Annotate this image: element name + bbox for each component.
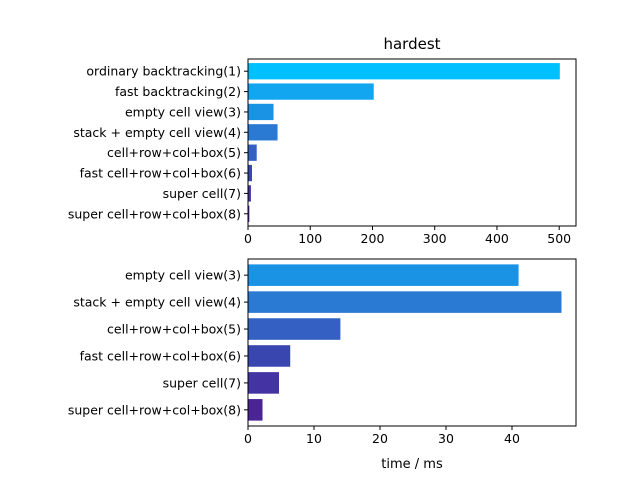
category-label: empty cell view(3) (125, 104, 241, 119)
bar (248, 144, 257, 161)
x-tick-label: 200 (361, 231, 385, 246)
bar (248, 205, 250, 222)
category-label: empty cell view(3) (125, 268, 241, 283)
top-chart-panel: ordinary backtracking(1) fast backtrackin… (68, 35, 577, 246)
axes-frame (247, 258, 577, 427)
category-label: super cell+row+col+box(8) (68, 206, 241, 221)
category-label: super cell(7) (163, 375, 241, 390)
bar (248, 63, 560, 80)
x-tick-label: 20 (372, 431, 388, 446)
x-tick-label: 400 (485, 231, 509, 246)
category-label: super cell+row+col+box(8) (68, 402, 241, 417)
x-tick-label: 40 (504, 431, 520, 446)
bar (248, 103, 274, 121)
category-label: fast backtracking(2) (115, 84, 241, 99)
axes-frame (247, 58, 577, 227)
bar (248, 345, 291, 367)
category-label: fast cell+row+col+box(6) (80, 166, 241, 181)
x-tick-label: 0 (244, 231, 252, 246)
bar (248, 264, 519, 286)
x-axis-label: time / ms (381, 457, 443, 472)
bar (248, 291, 562, 313)
bottom-chart-panel: empty cell view(3) stack + empty cell vie… (68, 258, 577, 472)
x-tick-label: 30 (438, 431, 454, 446)
bar (248, 124, 278, 141)
x-tick-label: 100 (298, 231, 322, 246)
category-label: stack + empty cell view(4) (73, 295, 241, 310)
category-label: ordinary backtracking(1) (86, 64, 241, 79)
x-tick-label: 0 (244, 431, 252, 446)
bar (248, 83, 374, 100)
category-label: cell+row+col+box(5) (107, 322, 241, 337)
x-tick-label: 300 (423, 231, 447, 246)
category-label: stack + empty cell view(4) (73, 125, 241, 140)
chart-title: hardest (383, 35, 440, 53)
bar (248, 372, 280, 394)
category-label: cell+row+col+box(5) (107, 145, 241, 160)
bar (248, 185, 251, 202)
category-label: fast cell+row+col+box(6) (80, 348, 241, 363)
x-tick-label: 500 (547, 231, 571, 246)
bar (248, 399, 263, 421)
category-label: super cell(7) (163, 186, 241, 201)
bar (248, 164, 252, 182)
bar (248, 318, 341, 340)
x-tick-label: 10 (306, 431, 322, 446)
